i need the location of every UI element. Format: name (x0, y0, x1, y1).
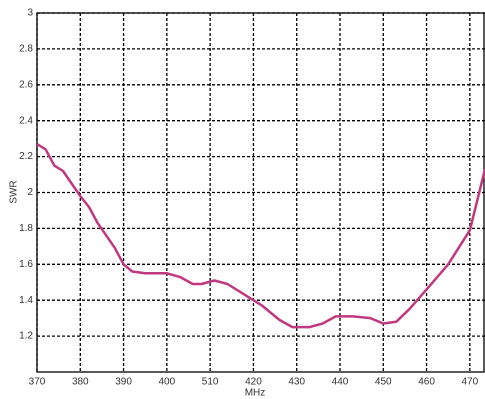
y-tick-label: 2.8 (19, 44, 33, 55)
x-tick-label: 380 (72, 377, 89, 388)
y-tick-label: 1.2 (19, 331, 33, 342)
y-tick-label: 2 (27, 187, 33, 198)
y-tick-label: 2.2 (19, 151, 33, 162)
x-tick-label: 440 (332, 377, 349, 388)
x-tick-label: 420 (245, 377, 262, 388)
x-tick-label: 510 (202, 377, 219, 388)
x-axis-label: MHz (245, 388, 266, 399)
y-tick-label: 2.6 (19, 79, 33, 90)
y-tick-label: 2.4 (19, 115, 33, 126)
y-tick-label: 1.4 (19, 295, 33, 306)
y-axis-label: SWR (9, 180, 20, 203)
y-tick-label: 3 (27, 8, 33, 19)
data-line (36, 142, 485, 329)
x-tick-label: 390 (115, 377, 132, 388)
plot-border (36, 12, 485, 373)
x-tick-label: 470 (462, 377, 479, 388)
x-tick-label: 430 (288, 377, 305, 388)
x-tick-label: 370 (29, 377, 46, 388)
x-tick-label: 460 (418, 377, 435, 388)
y-tick-label: 1.6 (19, 259, 33, 270)
x-tick-label: 400 (159, 377, 176, 388)
x-tick-label: 450 (375, 377, 392, 388)
y-tick-label: 1.8 (19, 223, 33, 234)
